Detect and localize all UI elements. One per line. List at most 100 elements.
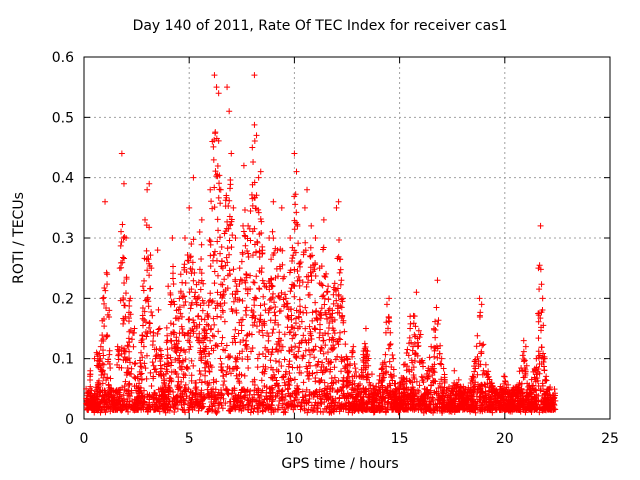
data-point [410, 312, 417, 319]
data-point [220, 382, 227, 389]
data-point [218, 360, 225, 367]
data-point [103, 333, 110, 340]
data-point [175, 344, 182, 351]
data-point [191, 269, 198, 276]
data-point [398, 394, 405, 401]
data-point [465, 404, 472, 411]
data-point [290, 332, 297, 339]
data-point [430, 409, 437, 416]
data-point [533, 371, 540, 378]
data-point [344, 362, 351, 369]
data-point [349, 409, 356, 416]
data-point [325, 360, 332, 367]
data-point [324, 316, 331, 323]
data-point [344, 382, 351, 389]
data-point [410, 320, 417, 327]
data-point [232, 326, 239, 333]
data-point [271, 249, 278, 256]
data-point [248, 348, 255, 355]
data-point [307, 332, 314, 339]
data-point [370, 399, 377, 406]
data-point [471, 368, 478, 375]
data-point [97, 343, 104, 350]
data-point [334, 353, 341, 360]
data-point [532, 378, 539, 385]
data-point [385, 315, 392, 322]
x-tick-label: 5 [185, 431, 194, 447]
data-point [263, 384, 270, 391]
data-point [380, 371, 387, 378]
data-point [335, 291, 342, 298]
data-point [474, 371, 481, 378]
data-point [376, 407, 383, 414]
data-point [291, 293, 298, 300]
data-point [497, 391, 504, 398]
data-point [382, 408, 389, 415]
data-point [238, 322, 245, 329]
data-point [516, 398, 523, 405]
data-point [379, 365, 386, 372]
data-point [141, 360, 148, 367]
data-point [470, 386, 477, 393]
y-axis-label: ROTI / TECUs [11, 192, 27, 284]
data-point [154, 330, 161, 337]
data-point [339, 356, 346, 363]
data-point [438, 355, 445, 362]
data-point [184, 365, 191, 372]
data-point [342, 400, 349, 407]
data-point [87, 371, 94, 378]
data-point [114, 361, 121, 368]
data-point [360, 351, 367, 358]
data-point [292, 343, 299, 350]
data-point [540, 363, 547, 370]
data-point [331, 280, 338, 287]
data-point [307, 264, 314, 271]
data-point [523, 362, 530, 369]
data-point [233, 372, 240, 379]
data-point [518, 386, 525, 393]
data-point [132, 360, 139, 367]
data-point [395, 386, 402, 393]
data-point [125, 343, 132, 350]
data-point [505, 397, 512, 404]
data-point [183, 364, 190, 371]
data-point [476, 312, 483, 319]
data-point [345, 399, 352, 406]
y-tick-label: 0.5 [52, 110, 74, 126]
data-point [520, 404, 527, 411]
data-point [452, 394, 459, 401]
data-point [207, 263, 214, 270]
data-point [320, 216, 327, 223]
data-point [318, 263, 325, 270]
data-point [186, 406, 193, 413]
data-point [419, 377, 426, 384]
data-point [449, 388, 456, 395]
data-point [305, 292, 312, 299]
data-point [350, 343, 357, 350]
data-point [139, 332, 146, 339]
data-point [360, 405, 367, 412]
data-point [262, 406, 269, 413]
data-point [312, 343, 319, 350]
data-point [441, 371, 448, 378]
data-point [320, 409, 327, 416]
data-point [299, 279, 306, 286]
data-point [158, 365, 165, 372]
data-point [240, 162, 247, 169]
data-point [126, 381, 133, 388]
data-point [262, 307, 269, 314]
data-point [245, 250, 252, 257]
data-point [205, 302, 212, 309]
data-point [165, 283, 172, 290]
data-point [331, 330, 338, 337]
data-point [168, 369, 175, 376]
data-point [291, 226, 298, 233]
data-point [226, 237, 233, 244]
data-point [190, 277, 197, 284]
data-point [96, 377, 103, 384]
data-point [120, 320, 127, 327]
data-point [329, 310, 336, 317]
data-point [142, 216, 149, 223]
data-point [361, 340, 368, 347]
data-point [318, 388, 325, 395]
